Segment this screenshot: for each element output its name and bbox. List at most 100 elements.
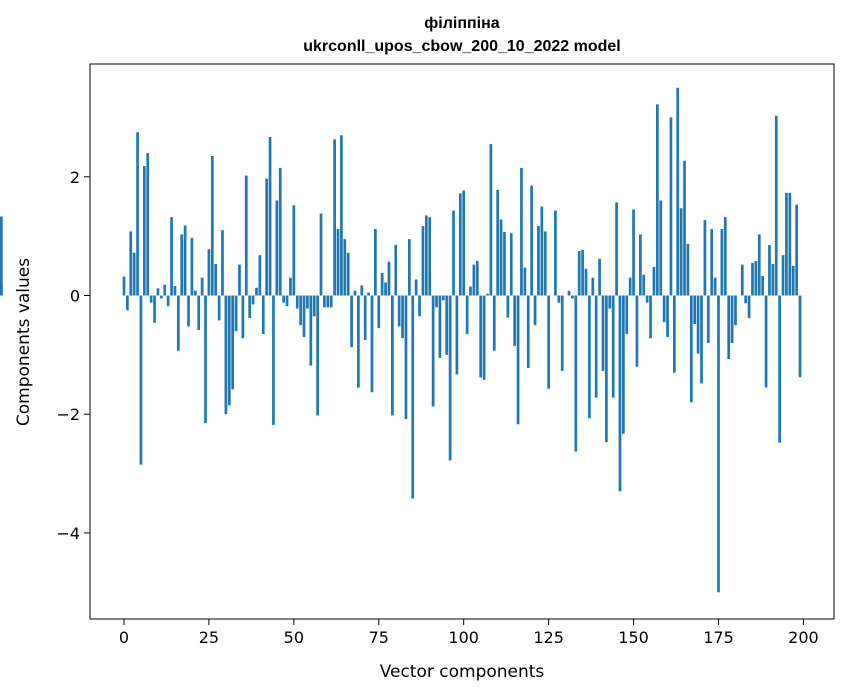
bar-24: [204, 295, 207, 424]
bar-96: [448, 295, 452, 461]
bar-71: [363, 295, 367, 341]
bar-70: [360, 285, 364, 296]
bar-9: [153, 295, 156, 323]
bar-79: [391, 295, 394, 416]
bar-65: [343, 239, 347, 296]
bar-115: [513, 295, 517, 346]
bar-48: [285, 295, 289, 307]
bar-189: [764, 295, 768, 388]
bar-104: [475, 261, 479, 296]
x-tick-label: 175: [703, 628, 734, 647]
bar-153: [642, 274, 646, 296]
bar-98: [455, 295, 459, 375]
bar-162: [672, 295, 676, 373]
bar-170: [700, 295, 703, 384]
bar-178: [727, 295, 731, 360]
bar-128: [557, 295, 561, 303]
bar-92: [435, 295, 438, 308]
bar-15: [173, 286, 177, 296]
bar-134: [577, 250, 581, 296]
bar-118: [523, 267, 527, 296]
bar-87: [418, 295, 421, 317]
bar-179: [730, 295, 734, 343]
bar-187: [757, 234, 761, 296]
bar-45: [275, 200, 279, 296]
bar-32: [231, 295, 235, 390]
bar-101: [465, 295, 469, 335]
bar-148: [625, 295, 629, 335]
bar-57: [316, 295, 319, 416]
bar-141: [601, 295, 605, 371]
bar-192: [774, 115, 778, 296]
bar-142: [605, 295, 608, 443]
bar-132: [571, 295, 574, 299]
bar-undefined: [0, 285, 3, 296]
bar-72: [367, 292, 370, 296]
bar-3: [132, 252, 136, 296]
bar-196: [788, 192, 792, 296]
x-tick-label: 200: [788, 628, 819, 647]
bar-30: [224, 295, 228, 415]
x-tick-label: 100: [448, 628, 479, 647]
bar-190: [768, 245, 771, 296]
y-tick-label: −2: [56, 405, 80, 424]
x-tick-label: 50: [284, 628, 304, 647]
bar-63: [336, 229, 340, 296]
bar-144: [611, 295, 615, 398]
bar-177: [723, 217, 727, 296]
bar-168: [693, 295, 697, 324]
bar-139: [594, 295, 598, 398]
bars-group: [0, 87, 802, 593]
y-axis: −4 −2 0 2: [56, 168, 90, 543]
bar-183: [744, 295, 748, 304]
bar-110: [496, 189, 500, 296]
bar-35: [241, 295, 245, 339]
bar-74: [374, 229, 377, 296]
bar-47: [282, 295, 285, 303]
bar-164: [679, 208, 683, 296]
bar-191: [771, 264, 775, 296]
bar-167: [689, 295, 693, 403]
bar-99: [458, 193, 462, 296]
bar-19: [187, 295, 190, 327]
bar-77: [384, 282, 387, 296]
bar-91: [431, 295, 435, 407]
bar-58: [319, 213, 323, 296]
bar-84: [407, 239, 411, 296]
y-tick-label: 2: [70, 168, 80, 187]
bar-94: [441, 295, 445, 301]
bar-17: [180, 234, 184, 296]
y-axis-label: Components values: [14, 258, 34, 426]
bar-124: [543, 231, 547, 296]
bar-117: [520, 167, 523, 296]
bar-199: [798, 295, 802, 378]
bar-73: [370, 295, 374, 393]
bar-68: [353, 290, 357, 296]
bar-undefined: [0, 216, 3, 296]
bar-122: [537, 226, 540, 296]
bar-64: [340, 135, 343, 296]
bar-147: [622, 295, 625, 434]
bar-60: [326, 295, 330, 308]
bar-154: [645, 295, 649, 303]
bar-69: [357, 295, 360, 388]
bar-51: [295, 295, 299, 309]
bar-0: [122, 276, 126, 296]
bar-43: [268, 137, 272, 296]
bar-46: [278, 167, 282, 296]
bar-25: [207, 249, 211, 296]
y-tick-label: 0: [70, 286, 80, 305]
bar-158: [659, 200, 663, 296]
bar-28: [217, 295, 221, 321]
bar-6: [143, 166, 146, 296]
x-tick-label: 25: [199, 628, 219, 647]
bar-90: [428, 217, 432, 296]
bar-143: [608, 295, 612, 309]
bar-151: [635, 295, 639, 367]
bar-108: [489, 144, 493, 296]
bar-145: [615, 202, 618, 296]
bar-83: [404, 295, 408, 419]
bar-20: [190, 237, 194, 296]
bar-67: [350, 295, 353, 348]
bar-13: [166, 295, 170, 307]
